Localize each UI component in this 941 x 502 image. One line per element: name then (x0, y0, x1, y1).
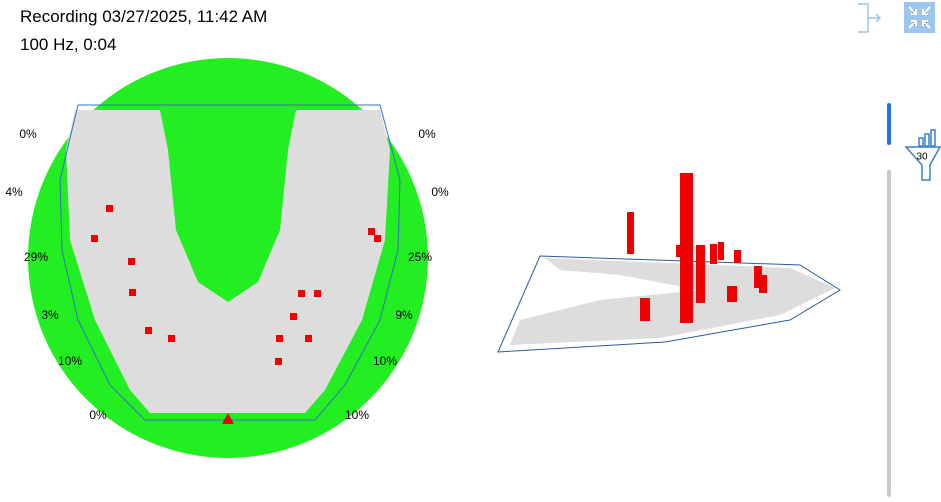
left-label: 10% (58, 354, 82, 368)
exit-icon[interactable] (858, 3, 882, 33)
right-label: 10% (373, 354, 397, 368)
collapse-icon (908, 6, 931, 29)
midline-marker (222, 413, 234, 424)
left-label: 3% (41, 308, 59, 322)
force-columns (627, 173, 767, 323)
left-label: 0% (19, 127, 37, 141)
right-label: 0% (431, 185, 449, 199)
scroll-track[interactable] (887, 170, 891, 497)
right-label: 10% (345, 408, 369, 422)
collapse-button[interactable] (904, 2, 935, 33)
right-label: 25% (408, 250, 432, 264)
right-label: 0% (418, 127, 436, 141)
recording-info: 100 Hz, 0:04 (20, 35, 117, 54)
left-label: 0% (89, 408, 107, 422)
left-label: 29% (24, 250, 48, 264)
scroll-indicator[interactable] (887, 103, 891, 145)
recording-title: Recording 03/27/2025, 11:42 AM (20, 7, 268, 26)
arch-outline (59, 104, 401, 421)
contact-points (91, 205, 381, 365)
arch-3d (510, 258, 835, 345)
filter-badge: 30 (916, 152, 928, 163)
left-label: 4% (5, 185, 23, 199)
filter-icon[interactable] (904, 129, 941, 181)
right-label: 9% (395, 308, 413, 322)
